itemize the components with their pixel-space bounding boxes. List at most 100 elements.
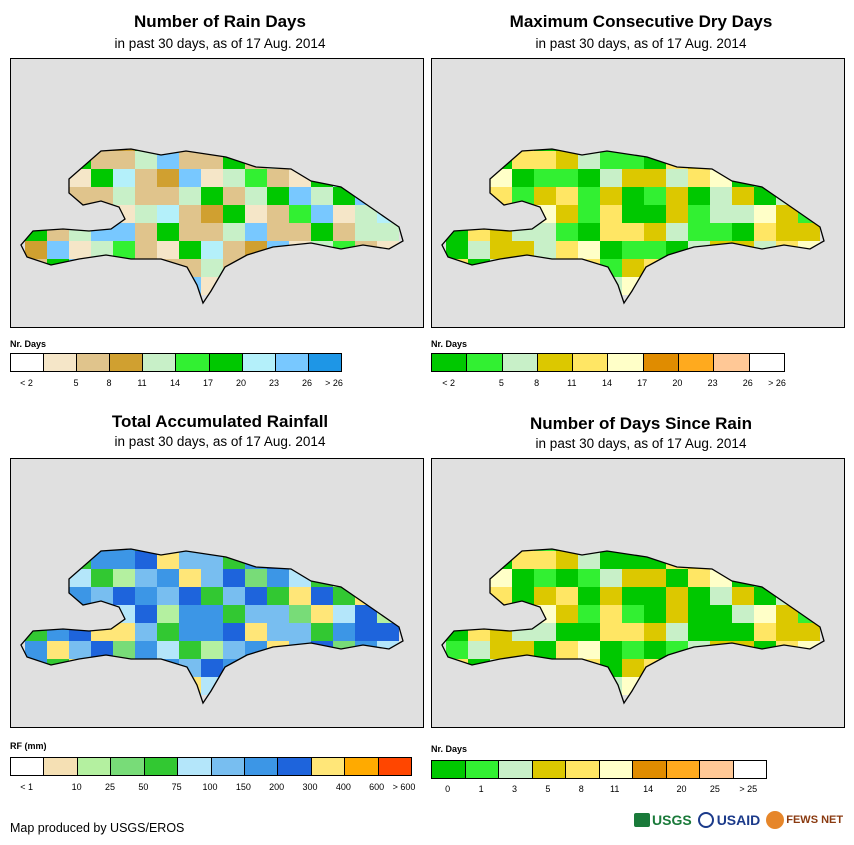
map-grid-cell — [534, 151, 556, 169]
map-grid-cell — [113, 151, 135, 169]
map-grid-cell — [91, 587, 113, 605]
map-grid-cell — [688, 587, 710, 605]
map-grid-cell — [113, 641, 135, 659]
map-grid-cell — [267, 587, 289, 605]
map-grid-cell — [732, 149, 754, 151]
map-grid-cell — [223, 641, 245, 659]
panel-subtitle: in past 30 days, as of 17 Aug. 2014 — [114, 36, 326, 51]
map-grid-cell — [622, 623, 644, 641]
map-grid-cell — [25, 205, 47, 223]
map-grid-cell — [446, 241, 468, 259]
map-grid-cell — [289, 223, 311, 241]
map-grid-cell — [556, 205, 578, 223]
map-grid-cell — [157, 149, 179, 151]
map-grid-cell — [710, 149, 732, 151]
map-grid-cell — [644, 169, 666, 187]
legend-tick-label: 8 — [578, 784, 584, 794]
map-grid-cell — [25, 569, 47, 587]
usaid-logo: USAID — [697, 812, 760, 828]
map-grid-cell — [732, 205, 754, 223]
map-grid-cell — [644, 605, 666, 623]
map-grid-cell — [47, 149, 69, 151]
map-grid-cell — [534, 569, 556, 587]
legend-swatch — [502, 354, 538, 371]
map-rainfall[interactable] — [10, 458, 424, 728]
map-grid-cell — [355, 277, 377, 295]
map-grid-cell — [267, 151, 289, 169]
map-grid-cell — [710, 677, 732, 695]
map-grid-cell — [754, 677, 776, 695]
map-grid-cell — [688, 549, 710, 551]
legend-tick-label: 8 — [106, 378, 112, 388]
map-grid-cell — [91, 659, 113, 677]
map-grid-cell — [644, 641, 666, 659]
map-grid-cell — [355, 641, 377, 659]
map-grid-cell — [688, 677, 710, 695]
map-grid-cell — [69, 623, 91, 641]
map-grid-cell — [25, 677, 47, 695]
map-grid-cell — [91, 223, 113, 241]
map-grid-cell — [223, 587, 245, 605]
legend-label: RF (mm) — [10, 741, 47, 751]
legend-swatch — [345, 758, 379, 775]
map-grid-cell — [25, 587, 47, 605]
map-grid-cell — [578, 169, 600, 187]
map-dry-days[interactable] — [431, 58, 845, 328]
map-grid-cell — [135, 259, 157, 277]
map-grid-cell — [25, 641, 47, 659]
map-grid-cell — [754, 259, 776, 277]
map-grid-cell — [490, 277, 512, 295]
legend-tick-label: 10 — [71, 782, 82, 792]
map-grid-cell — [688, 259, 710, 277]
map-grid-cell — [201, 187, 223, 205]
map-grid-cell — [512, 151, 534, 169]
map-rain-days[interactable] — [10, 58, 424, 328]
map-grid-cell — [135, 623, 157, 641]
map-grid-cell — [732, 605, 754, 623]
map-grid-cell — [732, 677, 754, 695]
map-grid-cell — [798, 569, 820, 587]
map-grid-cell — [578, 241, 600, 259]
map-grid-cell — [798, 549, 820, 551]
map-grid-cell — [754, 151, 776, 169]
map-grid-cell — [776, 641, 798, 659]
map-grid-cell — [754, 205, 776, 223]
map-grid-cell — [688, 151, 710, 169]
legend-swatch — [275, 354, 309, 371]
legend-tick-label: > 26 — [768, 378, 786, 388]
map-grid-cell — [644, 187, 666, 205]
map-grid-cell — [622, 187, 644, 205]
map-grid-cell — [644, 587, 666, 605]
map-grid-cell — [732, 623, 754, 641]
map-grid-cell — [732, 187, 754, 205]
map-grid-cell — [732, 587, 754, 605]
map-days-since-rain[interactable] — [431, 458, 845, 728]
map-grid-cell — [578, 569, 600, 587]
map-grid-cell — [289, 623, 311, 641]
map-grid-cell — [732, 277, 754, 295]
map-grid-cell — [446, 677, 468, 695]
map-grid-cell — [710, 277, 732, 295]
map-grid-cell — [91, 641, 113, 659]
legend-tick-label: 25 — [104, 782, 116, 792]
map-grid-cell — [468, 223, 490, 241]
map-grid-cell — [798, 259, 820, 277]
map-grid-cell — [25, 605, 47, 623]
map-grid-cell — [798, 151, 820, 169]
map-grid-cell — [245, 551, 267, 569]
legend-swatch — [599, 761, 633, 778]
map-grid-cell — [201, 587, 223, 605]
legend-swatch — [714, 354, 750, 371]
map-grid-cell — [446, 605, 468, 623]
map-grid-cell — [157, 551, 179, 569]
map-grid-cell — [688, 169, 710, 187]
map-grid-cell — [333, 623, 355, 641]
map-grid-cell — [135, 569, 157, 587]
map-grid-cell — [468, 277, 490, 295]
map-grid-cell — [622, 277, 644, 295]
map-grid-cell — [113, 223, 135, 241]
map-grid-cell — [157, 569, 179, 587]
map-grid-cell — [245, 223, 267, 241]
map-grid-cell — [666, 277, 688, 295]
map-grid-cell — [289, 277, 311, 295]
